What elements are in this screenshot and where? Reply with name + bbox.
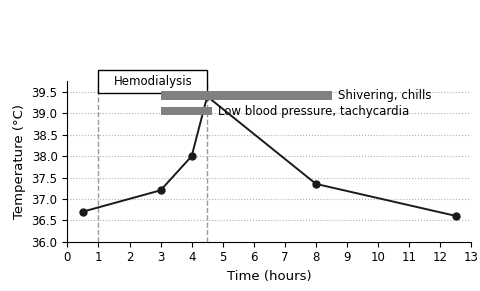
FancyBboxPatch shape <box>160 107 211 115</box>
FancyBboxPatch shape <box>98 70 207 93</box>
Text: Shivering, chills: Shivering, chills <box>337 89 430 102</box>
Text: Hemodialysis: Hemodialysis <box>113 75 192 88</box>
Text: Low blood pressure, tachycardia: Low blood pressure, tachycardia <box>217 104 408 118</box>
Y-axis label: Temperature (°C): Temperature (°C) <box>13 104 26 219</box>
X-axis label: Time (hours): Time (hours) <box>227 270 311 283</box>
FancyBboxPatch shape <box>160 91 331 100</box>
